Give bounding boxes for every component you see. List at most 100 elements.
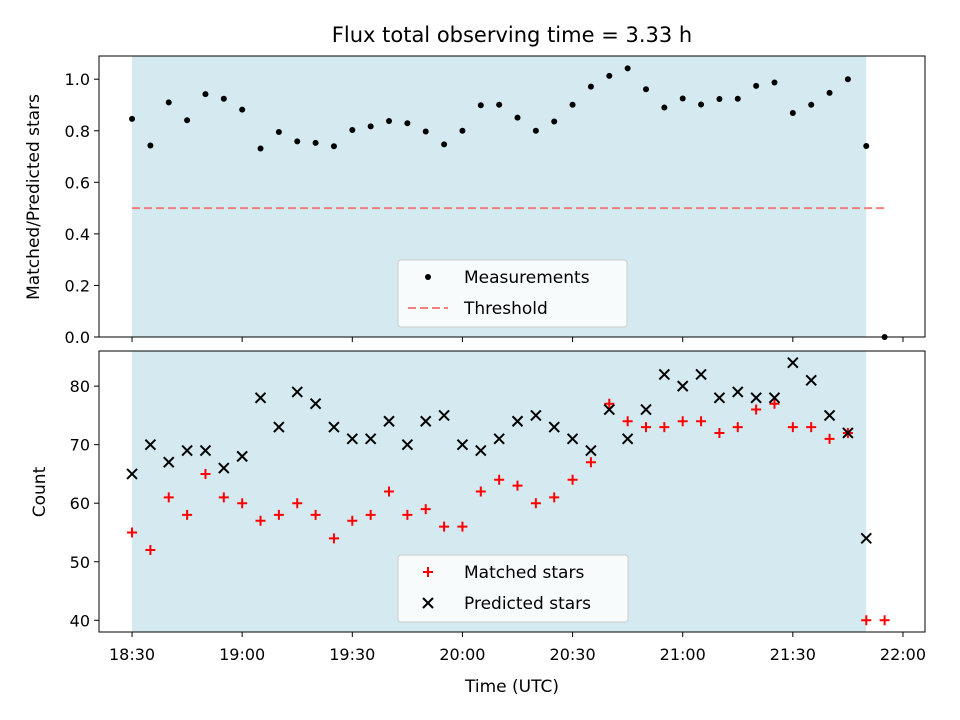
predicted-stars-point [658,368,671,381]
matched-stars-point [861,615,872,626]
predicted-stars-point [768,392,781,404]
chart-title: Flux total observing time = 3.33 h [332,23,692,47]
matched-stars-point [218,492,229,503]
matched-stars-point [310,509,321,520]
predicted-stars-point [383,415,395,427]
x-tick-label: 19:00 [219,645,265,664]
predicted-stars-point [787,357,799,369]
measurement-point [496,101,503,108]
y-tick-label: 0.2 [65,276,90,295]
measurement-point [734,95,741,102]
measurement-point [808,101,815,108]
matched-stars-point [549,492,560,503]
measurement-point [661,104,668,111]
x-tick-label: 20:00 [439,645,485,664]
predicted-stars-point [420,415,432,427]
matched-stars-point [347,515,358,526]
measurement-point [698,101,705,108]
matched-stars-point [806,422,817,433]
predicted-stars-point [732,386,744,398]
measurement-point [459,127,466,134]
ratio-x-ticks [131,337,904,342]
predicted-stars-point [254,392,267,404]
matched-stars-point [273,509,284,520]
matched-stars-point [182,509,193,520]
measurement-point [294,138,301,145]
measurement-point [587,83,594,90]
y-tick-label: 0.0 [65,328,90,347]
x-tick-label: 20:30 [550,645,596,664]
predicted-stars-point [309,397,322,410]
predicted-stars-point [144,438,157,451]
matched-stars-point [585,457,596,468]
x-tick-label: 22:00 [880,645,926,664]
matched-stars-point [365,509,376,520]
legend-predicted-swatch [422,597,434,609]
y-tick-label: 70 [70,436,90,455]
predicted-stars-point [750,392,762,404]
matched-stars-point [127,527,138,538]
measurement-point [422,128,429,135]
predicted-stars-point [291,386,303,398]
y-tick-label: 0.6 [65,173,90,192]
matched-stars-point [494,474,505,485]
matched-stars-point [714,427,725,438]
measurement-point [679,95,686,102]
matched-stars-point [512,480,523,491]
measurement-point [275,129,282,136]
measurement-point [532,127,539,134]
predicted-stars-point [181,444,193,457]
predicted-stars-point [621,433,634,445]
x-tick-label: 21:00 [660,645,706,664]
count-panel: 40 50 60 70 80 18:30 19:00 19:30 20:00 20:30 21:0… [70,350,926,664]
measurement-point [642,86,649,93]
legend-box [397,554,629,623]
measurement-point [129,115,136,122]
measurement-point [551,118,558,125]
legend-label: Predicted stars [464,594,591,614]
measurement-point [441,141,448,148]
count-y-label: Count [30,466,50,517]
count-legend: Matched stars Predicted stars [397,554,629,623]
count-axes-frame [98,350,926,633]
measurement-point [844,76,851,83]
count-x-axis: 18:30 19:00 19:30 20:00 20:30 21:00 21:30 22:00 [109,632,926,664]
matched-stars-point [824,433,835,444]
measurement-point [624,65,631,72]
matched-stars-point [677,416,688,427]
matched-stars-point [402,509,413,520]
measurement-point [771,79,778,86]
y-tick-label: 0.8 [65,122,90,141]
predicted-stars-point [218,462,230,474]
measurement-point [404,120,411,127]
predicted-stars-point [493,433,505,445]
legend-matched-swatch [423,567,433,577]
predicted-stars-point [475,444,487,457]
measurement-point [863,142,870,149]
count-marks [126,357,890,626]
predicted-stars-point [273,421,285,433]
measurement-point [569,101,576,108]
legend-measurement-swatch [425,274,431,280]
y-tick-label: 50 [70,553,90,572]
predicted-stars-point [842,427,854,439]
matched-stars-point [328,533,339,544]
measurement-point [606,72,613,79]
y-tick-label: 80 [70,377,90,396]
predicted-stars-point [603,403,615,416]
predicted-stars-point [713,392,726,404]
matched-stars-point [384,486,395,497]
y-tick-label: 0.4 [65,225,90,244]
ratio-y-axis: 0.0 0.2 0.4 0.6 0.8 1.0 [65,70,99,347]
measurement-point [165,99,172,106]
measurement-point [202,91,209,98]
predicted-stars-point [328,421,340,433]
measurement-point [826,89,833,96]
measurement-point [386,117,393,124]
matched-stars-point [751,404,762,415]
measurement-point [753,82,760,89]
measurement-point [789,109,796,116]
ratio-legend: Measurements Threshold [397,259,628,328]
matched-stars-point [200,468,211,479]
